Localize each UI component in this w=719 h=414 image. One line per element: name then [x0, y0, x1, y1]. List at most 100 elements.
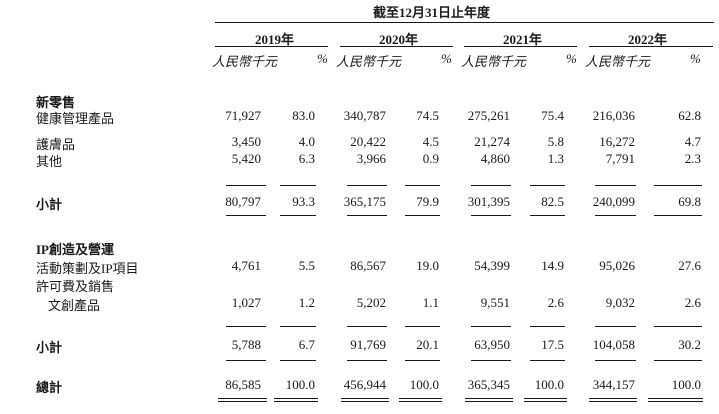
subtotal-rule — [654, 185, 702, 186]
subtotal-rule — [280, 326, 316, 327]
subtotal-rule — [595, 360, 636, 361]
cell-2021-amount: 275,261 — [467, 108, 510, 123]
cell-2020-amount: 456,944 — [343, 377, 386, 392]
subtotal-rule — [405, 360, 440, 361]
cell-2020-amount: 340,787 — [343, 108, 386, 123]
cell-2020-pct: 19.0 — [416, 258, 439, 273]
cell-2022-amount: 16,272 — [599, 134, 635, 149]
cell-2020-pct: 74.5 — [416, 108, 439, 123]
cell-2022-pct: 27.6 — [678, 258, 701, 273]
cell-2019-pct: 93.3 — [292, 194, 315, 209]
cell-2019-pct: 5.5 — [298, 258, 315, 273]
total-label: 總計 — [36, 380, 63, 395]
cell-2021-amount: 4,860 — [480, 151, 510, 166]
year-header-2022: 2022年 — [628, 32, 668, 47]
cell-2022-pct: 100.0 — [671, 377, 701, 392]
year-rule-2022 — [589, 46, 713, 47]
cell-2021-pct: 17.5 — [541, 337, 564, 352]
cell-2022-pct: 2.3 — [684, 151, 701, 166]
year-rule-2021 — [464, 46, 577, 47]
subtotal-rule — [654, 360, 702, 361]
cell-2020-amount: 3,966 — [356, 151, 386, 166]
subtotal-rule — [347, 360, 387, 361]
cell-2020-pct: 79.9 — [416, 194, 439, 209]
cell-2020-amount: 5,202 — [356, 295, 386, 310]
year-header-2019: 2019年 — [255, 32, 295, 47]
cell-2020-amount: 365,175 — [343, 194, 386, 209]
cell-2021-pct: 75.4 — [541, 108, 564, 123]
cell-2022-pct: 62.8 — [678, 108, 701, 123]
cell-2022-pct: 30.2 — [678, 337, 701, 352]
subtotal-rule — [226, 360, 266, 361]
cell-2019-pct: 83.0 — [292, 108, 315, 123]
cell-2020-pct: 4.5 — [422, 134, 439, 149]
cell-2022-amount: 9,032 — [605, 295, 635, 310]
cell-2021-amount: 301,395 — [467, 194, 510, 209]
cell-2021-pct: 5.8 — [547, 134, 564, 149]
pct-header-2020: % — [441, 51, 452, 66]
cell-2019-amount: 4,761 — [231, 258, 261, 273]
unit-header-2020: 人民幣千元 — [336, 54, 402, 69]
cell-2020-amount: 91,769 — [350, 337, 386, 352]
cell-2022-amount: 344,157 — [592, 377, 635, 392]
unit-header-2022: 人民幣千元 — [585, 54, 651, 69]
subtotal-rule — [654, 215, 702, 216]
subtotal-rule — [280, 185, 316, 186]
subtotal-rule — [347, 215, 387, 216]
cell-2022-pct: 2.6 — [684, 295, 701, 310]
row-label: 其他 — [36, 154, 63, 169]
cell-2021-pct: 100.0 — [534, 377, 564, 392]
subtotal-rule — [347, 185, 387, 186]
subtotal-rule — [654, 326, 702, 327]
cell-2021-amount: 9,551 — [480, 295, 510, 310]
subtotal-rule — [471, 185, 511, 186]
cell-2021-pct: 2.6 — [547, 295, 564, 310]
cell-2022-amount: 95,026 — [599, 258, 635, 273]
year-rule-2019 — [215, 46, 328, 47]
pct-header-2019: % — [317, 51, 328, 66]
subtotal-rule — [530, 215, 565, 216]
subtotal-label: 小計 — [36, 197, 63, 212]
cell-2019-amount: 5,420 — [231, 151, 261, 166]
subtotal-rule — [471, 215, 511, 216]
cell-2019-amount: 80,797 — [225, 194, 261, 209]
subtotal-rule — [595, 215, 636, 216]
year-header-2021: 2021年 — [503, 32, 543, 47]
subtotal-rule — [405, 326, 440, 327]
cell-2019-amount: 86,585 — [225, 377, 261, 392]
cell-2021-amount: 365,345 — [467, 377, 510, 392]
subtotal-rule — [280, 360, 316, 361]
cell-2020-amount: 86,567 — [350, 258, 386, 273]
subtotal-rule — [595, 326, 636, 327]
subtotal-rule — [530, 326, 565, 327]
subtotal-rule — [471, 326, 511, 327]
subtotal-rule — [280, 215, 316, 216]
unit-header-2019: 人民幣千元 — [212, 54, 278, 69]
subtotal-rule — [226, 185, 266, 186]
subtotal-rule — [226, 326, 266, 327]
subtotal-rule — [530, 360, 565, 361]
cell-2021-amount: 63,950 — [474, 337, 510, 352]
cell-2022-amount: 7,791 — [605, 151, 635, 166]
subtotal-rule — [595, 185, 636, 186]
cell-2021-pct: 82.5 — [541, 194, 564, 209]
cell-2019-amount: 71,927 — [225, 108, 261, 123]
row-label: 活動策劃及IP項目 — [36, 261, 139, 276]
unit-header-2021: 人民幣千元 — [461, 54, 527, 69]
cell-2019-pct: 100.0 — [285, 377, 315, 392]
cell-2021-amount: 54,399 — [474, 258, 510, 273]
subtotal-rule — [347, 326, 387, 327]
subtotal-rule — [405, 185, 440, 186]
subtotal-rule — [226, 215, 266, 216]
cell-2019-pct: 6.3 — [298, 151, 315, 166]
period-header: 截至12月31日止年度 — [373, 5, 491, 20]
subtotal-rule — [405, 215, 440, 216]
section-title-ip: IP創造及營運 — [36, 242, 115, 257]
cell-2021-pct: 1.3 — [547, 151, 564, 166]
subtotal-rule — [471, 360, 511, 361]
row-label: 文創產品 — [48, 298, 101, 313]
cell-2022-amount: 240,099 — [592, 194, 635, 209]
subtotal-rule — [530, 185, 565, 186]
pct-header-2021: % — [566, 51, 577, 66]
cell-2019-amount: 5,788 — [231, 337, 261, 352]
